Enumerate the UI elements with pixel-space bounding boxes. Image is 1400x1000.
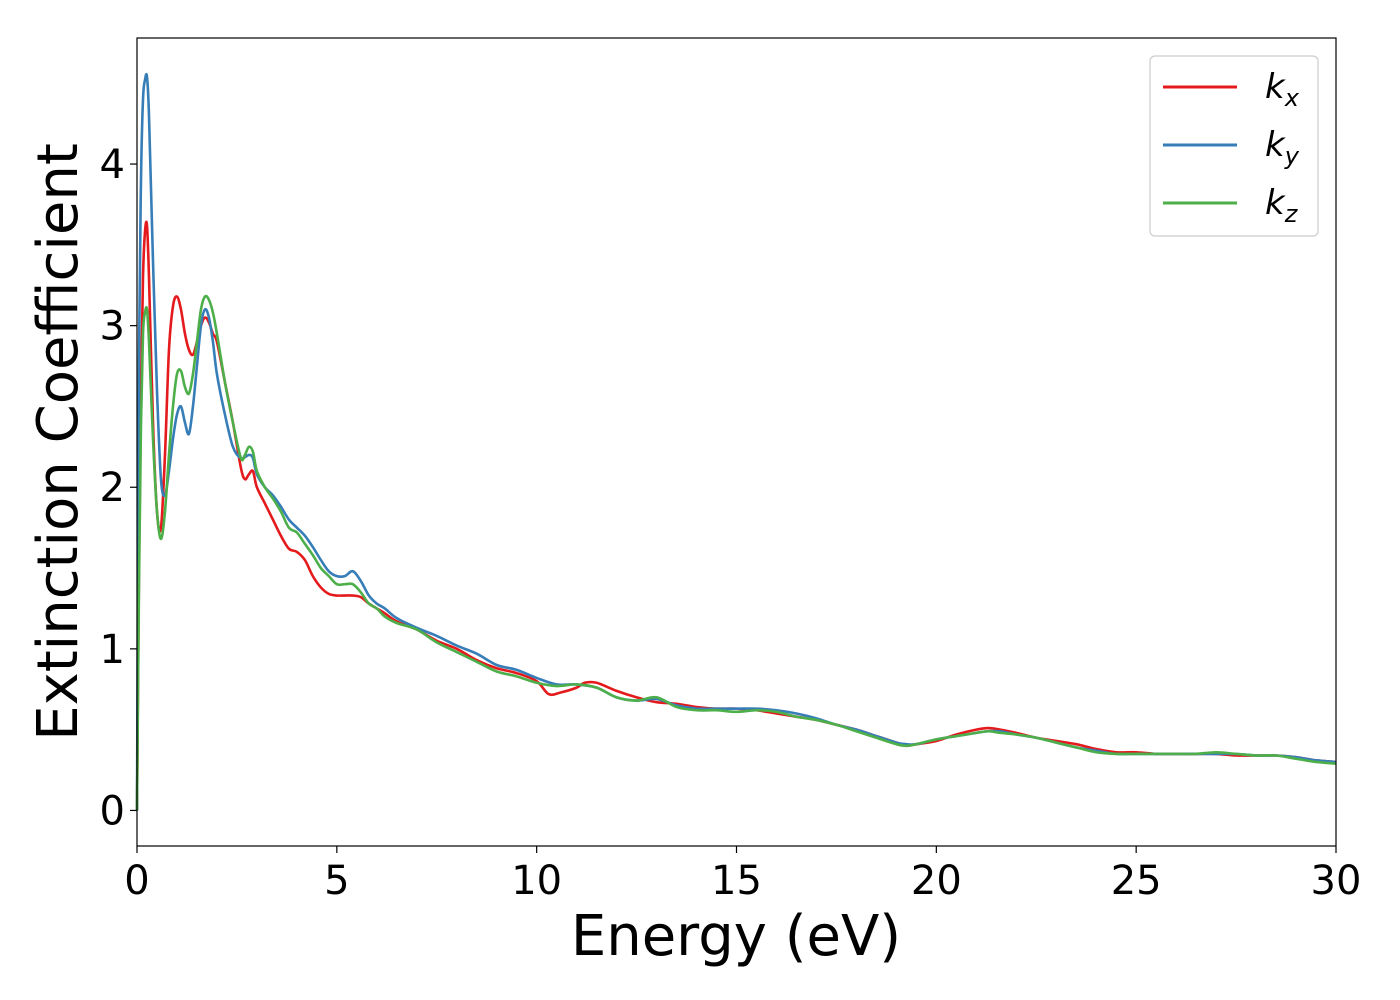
legend-label-ky: ky xyxy=(1265,125,1300,170)
x-tick-label: 30 xyxy=(1311,858,1362,904)
legend-label-kz: kz xyxy=(1265,183,1299,228)
series-line-z xyxy=(135,294,1337,811)
x-tick-label: 0 xyxy=(124,858,149,904)
y-axis-title: Extinction Coefficient xyxy=(26,143,91,741)
legend-label-kx: kx xyxy=(1265,67,1300,112)
legend: kx ky kz xyxy=(1149,55,1319,237)
y-tick-label: 2 xyxy=(100,465,125,511)
y-tick-label: 4 xyxy=(100,142,125,188)
x-tick-label: 15 xyxy=(711,858,762,904)
x-tick-label: 10 xyxy=(511,858,562,904)
x-tick-label: 5 xyxy=(324,858,349,904)
y-tick-label: 0 xyxy=(100,788,125,834)
x-tick-label: 25 xyxy=(1111,858,1162,904)
x-axis-ticks: 0 5 10 15 20 25 30 xyxy=(124,846,1361,904)
y-tick-label: 1 xyxy=(100,627,125,673)
x-axis-title: Energy (eV) xyxy=(571,904,901,969)
y-tick-label: 3 xyxy=(100,304,125,350)
plot-lines xyxy=(135,72,1337,811)
y-axis-ticks: 0 1 2 3 4 xyxy=(100,142,137,834)
x-tick-label: 20 xyxy=(911,858,962,904)
